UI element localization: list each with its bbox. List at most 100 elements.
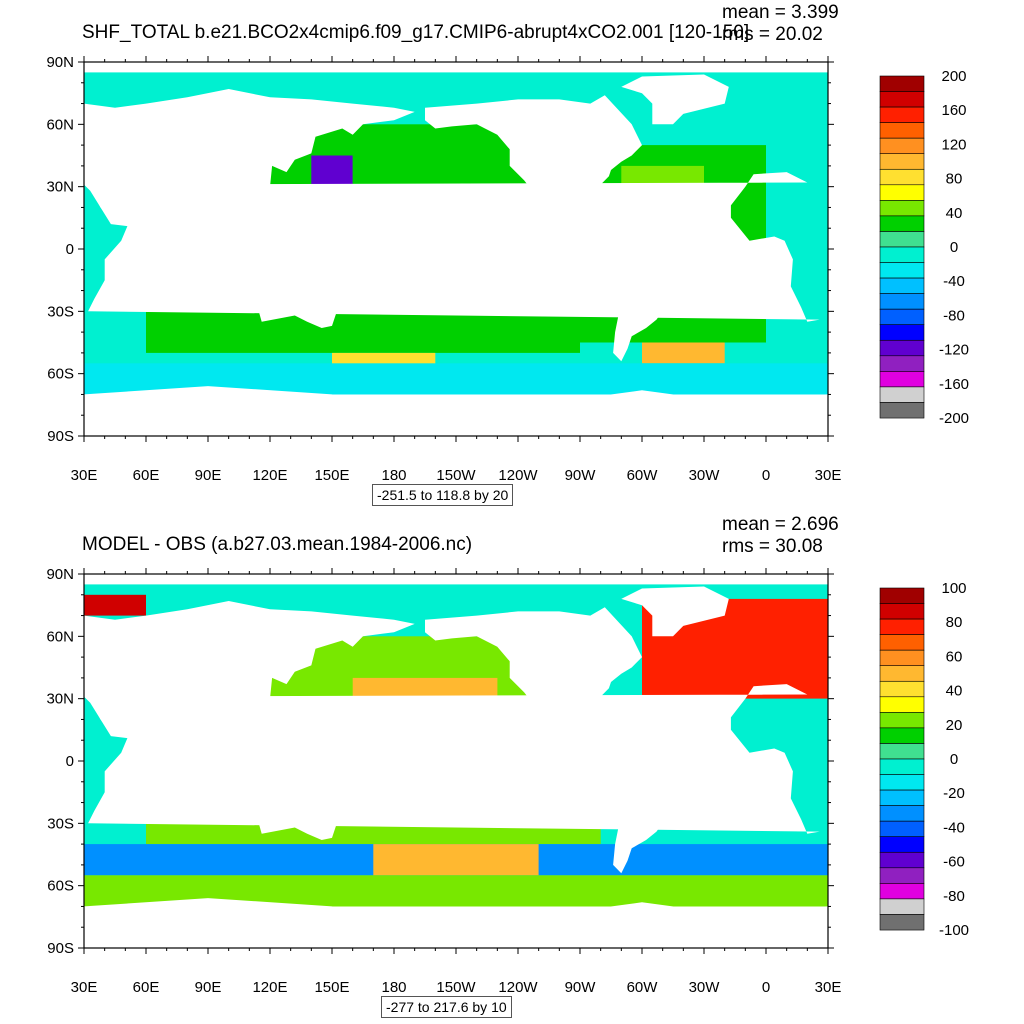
lon-label: 90W <box>565 979 597 996</box>
lat-label: 30N <box>46 691 74 708</box>
colorbar-label: -20 <box>943 785 965 802</box>
landmass <box>84 898 828 948</box>
lon-label: 180 <box>381 467 406 484</box>
colorbar-swatch <box>879 681 925 698</box>
colorbar-swatch <box>879 184 925 201</box>
contour-info: -277 to 217.6 by 10 <box>381 996 512 1018</box>
map-plot: 90N 60N 30N 0 30S 60S 90S 30E 60E 90E 120E 150E 180 1… <box>46 54 969 484</box>
colorbar-swatch <box>879 820 925 838</box>
colorbar-swatch <box>879 200 925 217</box>
colorbar-swatch <box>879 106 925 123</box>
field-region <box>642 342 725 364</box>
lat-label: 90N <box>46 566 74 583</box>
lat-label: 30N <box>46 179 74 196</box>
lon-label: 60W <box>627 467 659 484</box>
lon-label: 120E <box>252 979 287 996</box>
field-region <box>373 844 539 876</box>
lon-label: 60E <box>133 467 160 484</box>
colorbar-label: -80 <box>943 307 965 324</box>
panel-shf-total: SHF_TOTAL b.e21.BCO2x4cmip6.f09_g17.CMIP… <box>46 2 969 506</box>
colorbar-swatch <box>879 618 925 635</box>
lon-label: 60W <box>627 979 659 996</box>
colorbar-label: 20 <box>946 717 963 734</box>
mean-label: mean = 3.399 <box>722 2 839 23</box>
colorbar-label: 200 <box>941 68 966 85</box>
landmass <box>257 269 339 328</box>
lon-label: 120E <box>252 467 287 484</box>
lat-label: 30S <box>47 303 74 320</box>
lon-label: 0 <box>762 467 770 484</box>
land-mask <box>84 574 828 948</box>
colorbar-label: 0 <box>950 751 958 768</box>
colorbar-swatch <box>879 665 925 682</box>
colorbar-label: 0 <box>950 239 958 256</box>
colorbar-swatch <box>879 246 925 263</box>
landmass <box>84 386 828 436</box>
landmass <box>621 586 729 637</box>
lat-label: 60N <box>46 628 74 645</box>
field-region <box>311 155 353 187</box>
field-region <box>84 594 146 616</box>
lat-label: 60S <box>47 366 74 383</box>
panel-title: MODEL - OBS (a.b27.03.mean.1984-2006.nc) <box>82 534 473 555</box>
colorbar-label: 80 <box>946 614 963 631</box>
landmass <box>598 224 694 362</box>
polar-mask <box>84 574 828 585</box>
lon-label: 150E <box>314 467 349 484</box>
colorbar: 100 80 60 40 20 0 -20 -40 -60 -80 -100 <box>879 580 969 939</box>
rms-label: rms = 20.02 <box>722 24 823 45</box>
colorbar-swatch <box>879 355 925 372</box>
colorbar-swatch <box>879 231 925 248</box>
lon-label: 30E <box>71 979 98 996</box>
colorbar-swatch <box>879 293 925 310</box>
landmass <box>84 172 820 322</box>
colorbar-swatch <box>879 898 925 915</box>
colorbar-swatch <box>879 805 925 822</box>
colorbar-label: -120 <box>939 342 969 359</box>
landmass <box>425 607 642 745</box>
colorbar-swatch <box>879 867 925 884</box>
colorbar-label: -40 <box>943 819 965 836</box>
colorbar-swatch <box>879 169 925 186</box>
lat-label: 90N <box>46 54 74 71</box>
landmass <box>84 684 820 834</box>
contour-info: -251.5 to 118.8 by 20 <box>372 484 514 506</box>
lon-label: 30W <box>689 979 721 996</box>
colorbar-swatch <box>879 137 925 155</box>
colorbar-swatch <box>879 277 925 294</box>
colorbar-swatch <box>879 153 925 170</box>
lat-label: 0 <box>66 753 74 770</box>
colorbar-swatch <box>879 883 925 900</box>
colorbar-swatch <box>879 324 925 341</box>
lat-label: 30S <box>47 815 74 832</box>
landmass <box>257 781 339 840</box>
colorbar-swatch <box>879 712 925 729</box>
colorbar-swatch <box>879 727 925 744</box>
panel-model-minus-obs: MODEL - OBS (a.b27.03.mean.1984-2006.nc)… <box>0 512 1024 1024</box>
colorbar-swatch <box>879 339 925 357</box>
colorbar-label: 160 <box>941 102 966 119</box>
lon-label: 120W <box>498 467 538 484</box>
landmass <box>598 736 694 874</box>
colorbar-swatch <box>879 758 925 775</box>
colorbar-swatch <box>879 587 925 604</box>
lat-label: 60N <box>46 116 74 133</box>
colorbar-swatch <box>879 122 925 139</box>
lat-label: 90S <box>47 428 74 445</box>
colorbar-swatch <box>879 215 925 232</box>
colorbar-swatch <box>879 603 925 620</box>
colorbar-swatch <box>879 836 925 853</box>
lon-label: 30E <box>815 467 842 484</box>
lon-label: 30W <box>689 467 721 484</box>
colorbar-label: 80 <box>946 171 963 188</box>
colorbar-swatch <box>879 914 925 931</box>
mean-label: mean = 2.696 <box>722 514 839 535</box>
colorbar-swatch <box>879 851 925 869</box>
landmass <box>621 74 729 125</box>
lat-label: 60S <box>47 878 74 895</box>
colorbar-label: -80 <box>943 888 965 905</box>
lon-label: 180 <box>381 979 406 996</box>
rms-label: rms = 30.08 <box>722 536 823 557</box>
lon-label: 120W <box>498 979 538 996</box>
colorbar-swatch <box>879 386 925 403</box>
